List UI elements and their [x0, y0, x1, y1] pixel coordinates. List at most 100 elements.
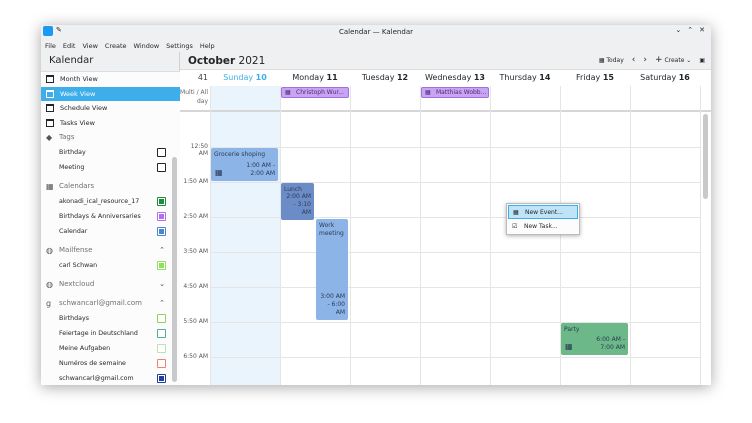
section-mailfense[interactable]: ◍ Mailfense ⌃ — [41, 243, 173, 258]
color-checkbox[interactable] — [157, 197, 166, 206]
collection-item[interactable]: schwancarl@gmail.com — [41, 371, 173, 385]
time-label: 12:50 AM — [190, 143, 208, 157]
menu-settings[interactable]: Settings — [166, 42, 193, 50]
section-calendars[interactable]: ▦ Calendars — [46, 182, 95, 191]
plus-icon: + — [654, 55, 663, 65]
calendar-icon: ▦ — [285, 89, 291, 96]
day-header-friday[interactable]: Friday 15 — [576, 73, 614, 82]
minimize-button[interactable]: ⌄ — [675, 26, 682, 34]
pin-icon[interactable]: ✎ — [56, 26, 62, 34]
section-nextcloud[interactable]: ◍ Nextcloud ⌄ — [41, 277, 173, 292]
color-checkbox[interactable] — [157, 374, 166, 383]
time-label: 5:50 AM — [183, 318, 208, 325]
sidebar-toggle-icon[interactable]: ▣ — [699, 57, 705, 64]
time-label: 4:50 AM — [183, 283, 208, 290]
today-button[interactable]: ▦ Today — [598, 57, 624, 64]
event-lunch[interactable]: Lunch 2:00 AM - 3:10 AM — [281, 183, 314, 220]
collection-item[interactable]: Meeting — [41, 160, 173, 175]
menu-file[interactable]: File — [45, 42, 56, 50]
event-work-meeting[interactable]: Work meeting 3:00 AM - 6:00 AM — [316, 219, 348, 320]
day-header-monday[interactable]: Monday 11 — [292, 73, 338, 82]
sidebar-item-schedule-view[interactable]: Schedule View — [41, 101, 180, 116]
allday-row — [180, 86, 711, 112]
collection-item[interactable]: Birthdays & Anniversaries — [41, 209, 173, 224]
menu-view[interactable]: View — [82, 42, 98, 50]
hour-line — [210, 147, 700, 148]
create-button[interactable]: + Create ⌄ — [654, 55, 692, 65]
week-number: 41 — [197, 73, 208, 82]
allday-event[interactable]: ▦ Matthias Wobb... — [421, 87, 489, 98]
sidebar-item-month-view[interactable]: Month View — [41, 72, 180, 87]
collection-item[interactable]: Calendar — [41, 224, 173, 239]
hour-line — [210, 322, 700, 323]
sidebar-item-week-view[interactable]: Week View — [41, 86, 180, 101]
sidebar-title: Kalendar — [49, 55, 94, 66]
collection-item[interactable]: akonadi_ical_resource_17 — [41, 194, 173, 209]
day-header-sunday[interactable]: Sunday 10 — [223, 73, 267, 82]
color-checkbox[interactable] — [157, 261, 166, 270]
color-checkbox[interactable] — [157, 329, 166, 338]
color-checkbox[interactable] — [157, 359, 166, 368]
event-grocerie-shoping[interactable]: Grocerie shoping 1:00 AM - 2:00 AM ▦ — [211, 148, 278, 181]
day-divider — [420, 86, 421, 385]
color-checkbox[interactable] — [157, 163, 166, 172]
main-header: October 2021 ▦ Today ‹ › + Create ⌄ ▣ — [180, 52, 711, 70]
hour-line — [210, 287, 700, 288]
close-button[interactable]: ✕ — [699, 26, 705, 34]
section-schwancarl-gmail-com[interactable]: g schwancarl@gmail.com ⌃ — [41, 296, 173, 311]
color-checkbox[interactable] — [157, 227, 166, 236]
calendar-view-icon — [46, 75, 54, 83]
sidebar-item-tasks-view[interactable]: Tasks View — [41, 116, 180, 131]
day-header-wednesday[interactable]: Wednesday 13 — [424, 73, 485, 82]
color-checkbox[interactable] — [157, 314, 166, 323]
time-label: 6:50 AM — [183, 353, 208, 360]
collection-item[interactable]: carl Schwan — [41, 258, 173, 273]
collection-item[interactable]: Numéros de semaine — [41, 356, 173, 371]
collection-item[interactable]: Meine Aufgaben — [41, 341, 173, 356]
day-divider — [280, 86, 281, 385]
time-label: 3:50 AM — [183, 248, 208, 255]
day-divider — [350, 86, 351, 385]
day-header-tuesday[interactable]: Tuesday 12 — [361, 73, 409, 82]
previous-button[interactable]: ‹ — [631, 55, 636, 65]
menu-help[interactable]: Help — [199, 42, 215, 50]
page-title: October 2021 — [188, 55, 266, 67]
time-label: 2:50 AM — [183, 213, 208, 220]
day-header-saturday[interactable]: Saturday 16 — [640, 73, 690, 82]
chevron-up-icon[interactable]: ⌃ — [159, 246, 165, 254]
sidebar-scrollbar[interactable] — [172, 157, 177, 382]
menu-window[interactable]: Window — [133, 42, 160, 50]
maximize-button[interactable]: ⌃ — [687, 26, 694, 34]
time-label: 1:50 AM — [183, 178, 208, 185]
section-tags[interactable]: ◆ Tags — [46, 133, 75, 142]
next-button[interactable]: › — [643, 55, 647, 65]
kalendar-window: ✎ Calendar — Kalendar ⌄ ⌃ ✕ File Edit View… — [41, 25, 711, 385]
color-checkbox[interactable] — [157, 344, 166, 353]
allday-event[interactable]: ▦ Christoph Wur... — [281, 87, 349, 98]
menu-edit[interactable]: Edit — [62, 42, 76, 50]
menu-create[interactable]: Create — [104, 42, 127, 50]
globe-icon: ◍ — [46, 280, 53, 289]
day-header-thursday[interactable]: Thursday 14 — [499, 73, 551, 82]
window-title: Calendar — Kalendar — [339, 28, 413, 36]
color-checkbox[interactable] — [157, 148, 166, 157]
main-scrollbar[interactable] — [703, 114, 708, 199]
collection-item[interactable]: Birthday — [41, 145, 173, 160]
calendar-icon: ▦ — [46, 182, 54, 191]
chevron-down-icon[interactable]: ⌄ — [159, 280, 165, 288]
calendar-icon: ▦ — [565, 342, 573, 351]
calendar-icon: ▦ — [598, 57, 605, 64]
collection-item[interactable]: Birthdays — [41, 311, 173, 326]
day-divider — [560, 86, 561, 385]
app-icon — [43, 26, 53, 36]
menu-bar: File Edit View Create Window Settings He… — [41, 40, 215, 52]
event-party[interactable]: Party 6:00 AM - 7:00 AM ▦ — [561, 323, 628, 355]
collection-list: ◆ Tags Birthday Meeting ▦ Calendars akonadi_ic… — [41, 130, 173, 385]
globe-icon: ◍ — [46, 246, 53, 255]
new-event-menu-item[interactable]: ▦ New Event... — [508, 205, 578, 219]
collection-item[interactable]: Feiertage in Deutschland — [41, 326, 173, 341]
view-list: Month View Week View Schedule View Tasks Vi… — [41, 71, 180, 131]
chevron-up-icon[interactable]: ⌃ — [159, 299, 165, 307]
new-task-menu-item[interactable]: ☑ New Task... — [512, 223, 558, 230]
color-checkbox[interactable] — [157, 212, 166, 221]
